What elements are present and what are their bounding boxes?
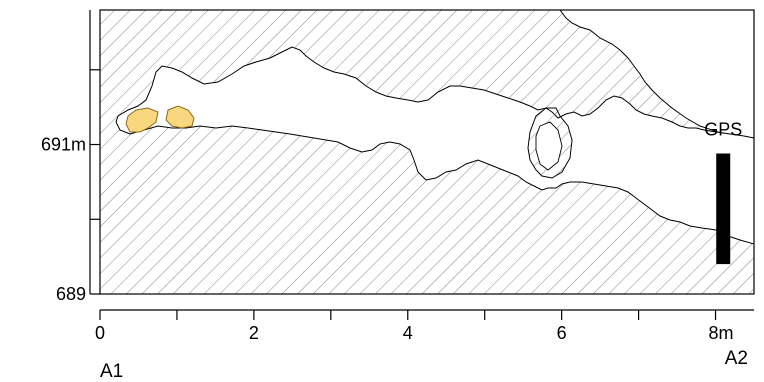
- sediment-deposit-1: [125, 107, 159, 133]
- endpoint-left-label: A1: [100, 361, 123, 382]
- gps-label: GPS: [704, 119, 742, 139]
- x-tick-label: 6: [557, 323, 567, 343]
- plot-frame: [99, 9, 755, 295]
- y-tick-label: 691m: [41, 135, 86, 155]
- endpoint-right-label: A2: [725, 348, 748, 369]
- x-tick-label: 4: [403, 323, 413, 343]
- gps-bar: [716, 153, 731, 265]
- cave-passage: [115, 46, 754, 245]
- x-tick-label: 2: [249, 323, 259, 343]
- x-tick-label: 8m: [709, 323, 734, 343]
- x-tick-label: 0: [95, 323, 105, 343]
- sediment-deposit-2: [165, 105, 195, 129]
- y-axis: 691m 689: [41, 10, 100, 304]
- y-tick-label: 689: [56, 284, 86, 304]
- x-axis: 0 2 4 6 8m: [95, 309, 754, 343]
- pillar-cavity: [535, 121, 563, 171]
